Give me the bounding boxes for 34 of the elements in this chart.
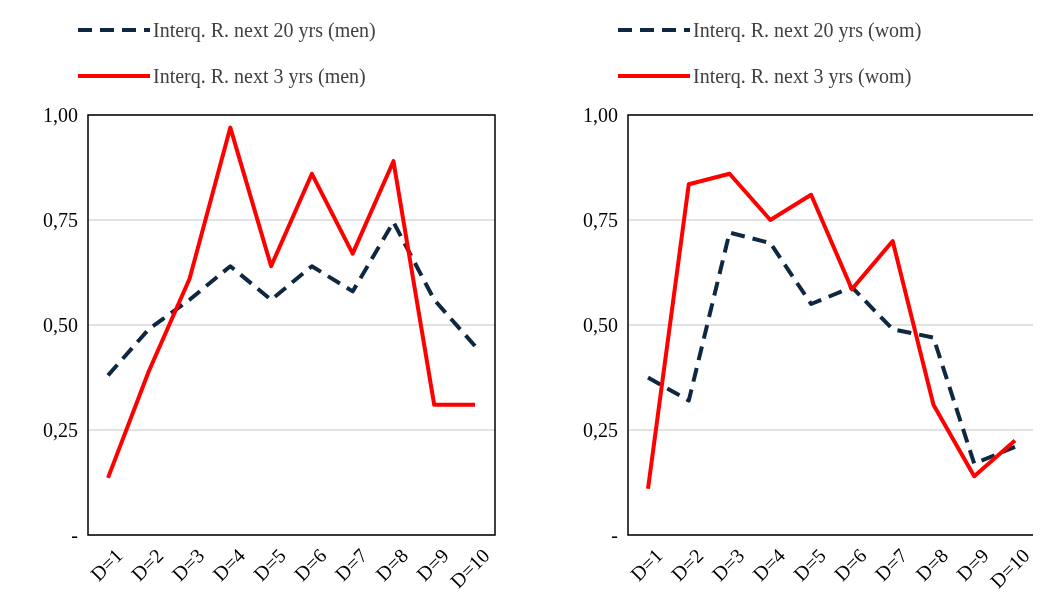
x-tick-label: D=8 [371,544,413,585]
x-tick-label: D=3 [707,544,749,585]
legend-label: Interq. R. next 20 yrs (men) [153,19,376,42]
x-tick-label: D=5 [249,544,290,585]
x-tick-label: D=1 [85,544,127,585]
x-tick-label: D=5 [789,544,830,585]
y-tick-label: 0,25 [583,419,618,441]
y-tick-label: 0,75 [583,209,618,231]
x-tick-label: D=7 [870,544,912,585]
x-tick-label: D=4 [748,544,790,585]
x-tick-label: D=4 [208,544,250,585]
x-tick-label: D=2 [126,544,168,585]
line-series [106,125,477,480]
y-tick-label: 0,50 [583,314,618,336]
legend-label: Interq. R. next 3 yrs (wom) [693,65,912,88]
line-series [646,230,1017,466]
y-tick-label: 0,75 [43,209,78,231]
x-tick-label: D=3 [167,544,209,585]
x-tick-label: D=8 [911,544,953,585]
y-tick-label: 0,25 [43,419,78,441]
line-series [646,171,1017,491]
x-tick-label: D=6 [289,544,331,585]
x-tick-label: D=1 [625,544,667,585]
x-tick-label: D=2 [666,544,708,585]
y-tick-label: - [71,524,78,546]
x-tick-label: D=7 [330,544,372,585]
y-tick-label: 1,00 [43,104,78,126]
y-tick-label: 1,00 [583,104,618,126]
line-series [106,220,477,378]
y-tick-label: - [611,524,618,546]
legend-label: Interq. R. next 20 yrs (wom) [693,19,922,42]
legend-label: Interq. R. next 3 yrs (men) [153,65,366,88]
y-tick-label: 0,50 [43,314,78,336]
x-tick-label: D=6 [829,544,871,585]
